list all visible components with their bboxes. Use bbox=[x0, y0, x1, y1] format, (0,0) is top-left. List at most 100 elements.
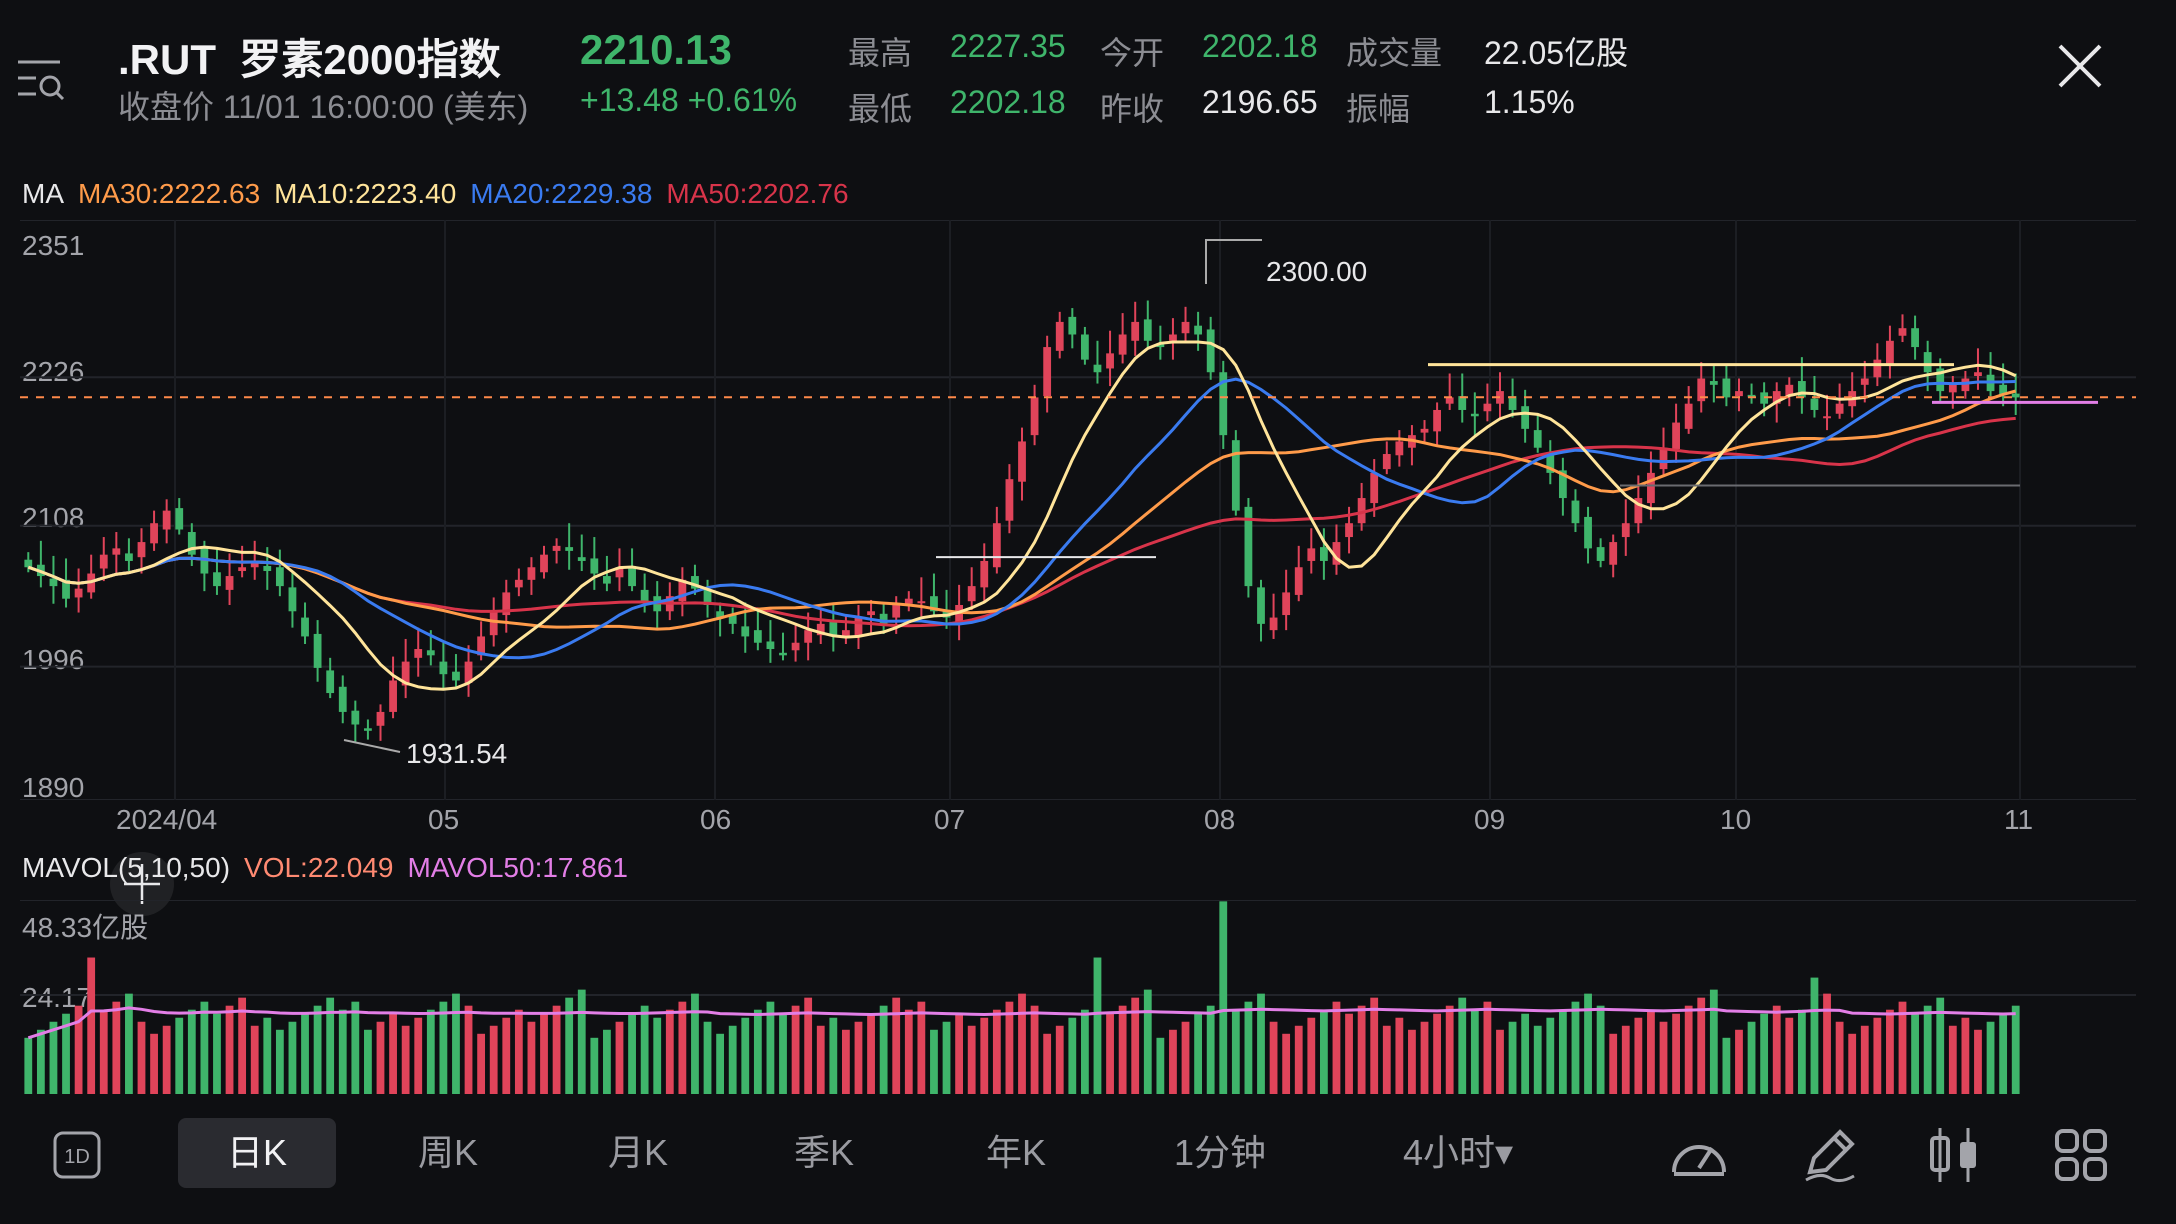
candle-body bbox=[338, 686, 347, 712]
tab-quarter-k[interactable]: 季K bbox=[793, 1132, 854, 1173]
volume-bar bbox=[250, 1025, 259, 1094]
candle-body bbox=[1005, 479, 1014, 521]
candle-body bbox=[125, 553, 133, 561]
candle-body bbox=[1609, 542, 1618, 565]
candle-body bbox=[263, 565, 272, 572]
candle-body bbox=[137, 542, 146, 558]
volume-bar bbox=[351, 1001, 360, 1094]
close-icon[interactable] bbox=[2056, 42, 2104, 90]
tab-year-k[interactable]: 年K bbox=[985, 1132, 1046, 1173]
volume-bar bbox=[665, 1009, 674, 1094]
volume-bar bbox=[1986, 1021, 1995, 1094]
volume-bar bbox=[1257, 993, 1265, 1094]
tab-week-k[interactable]: 周K bbox=[417, 1132, 478, 1173]
candle-body bbox=[716, 611, 725, 618]
volume-bar bbox=[49, 1021, 58, 1094]
drawing-overlays bbox=[20, 239, 2136, 753]
volume-bar bbox=[36, 1029, 45, 1094]
candle-icon[interactable] bbox=[1928, 1126, 1980, 1184]
grid-icon[interactable] bbox=[2054, 1128, 2108, 1182]
volume-bar bbox=[992, 1009, 1001, 1094]
candle-body bbox=[1458, 396, 1467, 410]
stat-low-value: 2202.18 bbox=[950, 84, 1066, 120]
candle-body bbox=[1018, 441, 1026, 482]
volume-bar bbox=[414, 1017, 423, 1094]
candle-body bbox=[1131, 321, 1140, 341]
tab-month-k[interactable]: 月K bbox=[607, 1132, 668, 1173]
volume-bar bbox=[577, 989, 586, 1094]
volume-bar bbox=[527, 1021, 536, 1094]
volume-bar bbox=[1810, 977, 1819, 1094]
volume-bar bbox=[1055, 1025, 1064, 1094]
volume-bar bbox=[1043, 1033, 1052, 1094]
candle-body bbox=[1873, 359, 1882, 378]
candle-body bbox=[1357, 498, 1366, 524]
candle-body bbox=[779, 652, 787, 656]
candle-body bbox=[577, 557, 586, 561]
volume-bar bbox=[376, 1021, 385, 1094]
candle-body bbox=[603, 576, 611, 584]
tab-1min[interactable]: 1分钟 bbox=[1173, 1132, 1267, 1173]
price-chart[interactable] bbox=[0, 220, 2176, 800]
ma10-line bbox=[27, 340, 2017, 691]
volume-bar bbox=[1307, 1017, 1316, 1094]
volume-bar bbox=[200, 1001, 209, 1094]
volume-bar bbox=[1093, 957, 1102, 1094]
pencil-icon[interactable] bbox=[1800, 1126, 1858, 1184]
candle-body bbox=[766, 641, 775, 650]
volume-bar bbox=[1898, 1001, 1907, 1094]
volume-bar bbox=[301, 1013, 309, 1094]
1d-icon[interactable]: 1D bbox=[52, 1130, 102, 1180]
volume-bar bbox=[1382, 1025, 1391, 1094]
x-tick-label: 11 bbox=[2004, 804, 2034, 835]
volume-bar bbox=[1458, 997, 1467, 1094]
candle-body bbox=[1709, 381, 1718, 385]
candle-body bbox=[1093, 364, 1102, 373]
change-value: +13.48 bbox=[580, 82, 679, 118]
volume-bar bbox=[1370, 997, 1379, 1094]
ma20-label: MA20:2229.38 bbox=[470, 178, 653, 209]
candle-body bbox=[452, 671, 460, 681]
candle-body bbox=[313, 633, 322, 668]
stat-high-value: 2227.35 bbox=[950, 28, 1066, 64]
volume-bar bbox=[603, 1029, 611, 1094]
candle-body bbox=[464, 661, 473, 683]
chart-grid bbox=[20, 220, 2136, 800]
candle-body bbox=[200, 548, 209, 574]
vol-max-label: 48.33亿股 bbox=[22, 912, 149, 943]
volume-bar bbox=[1219, 901, 1228, 1094]
low-marker: 1931.54 bbox=[406, 738, 508, 769]
symbol-title: .RUT 罗素2000指数 bbox=[118, 26, 501, 87]
volume-bar bbox=[1747, 1021, 1756, 1094]
ma-title: MA bbox=[22, 178, 64, 209]
volume-legend[interactable]: MAVOL(5,10,50) VOL:22.049 MAVOL50:17.861 bbox=[22, 852, 642, 884]
candle-body bbox=[640, 589, 649, 602]
mavol-title: MAVOL(5,10,50) bbox=[22, 852, 231, 883]
volume-chart[interactable] bbox=[0, 900, 2176, 1096]
mavol50-label: MAVOL50:17.861 bbox=[407, 852, 628, 883]
candle-body bbox=[414, 649, 423, 658]
high-marker-leader bbox=[1205, 239, 1262, 284]
candle-body bbox=[1244, 506, 1253, 587]
tab-4h-dropdown[interactable]: 4小时▾ bbox=[1402, 1132, 1514, 1173]
candle-body bbox=[917, 601, 926, 604]
tab-day-k[interactable]: 日K bbox=[178, 1118, 336, 1188]
candle-body bbox=[1747, 394, 1756, 398]
volume-bar bbox=[1923, 1005, 1932, 1094]
volume-bar bbox=[1143, 989, 1152, 1094]
speedometer-icon[interactable] bbox=[1668, 1128, 1730, 1182]
menu-search-icon[interactable] bbox=[16, 56, 66, 106]
candle-body bbox=[1055, 321, 1064, 351]
volume-bar bbox=[728, 1025, 737, 1094]
ma-legend[interactable]: MA MA30:2222.63 MA10:2223.40 MA20:2229.38 MA… bbox=[22, 178, 863, 210]
candle-body bbox=[565, 547, 574, 551]
candle-body bbox=[1483, 403, 1492, 412]
candle-body bbox=[527, 567, 536, 580]
volume-bar bbox=[1936, 997, 1945, 1094]
price-change: +13.48 +0.61% bbox=[580, 82, 797, 119]
volume-bar bbox=[1961, 1017, 1970, 1094]
volume-bar bbox=[2011, 1005, 2020, 1094]
candle-body bbox=[1797, 381, 1806, 398]
crosshair-icon[interactable] bbox=[110, 852, 174, 916]
volume-bar bbox=[1420, 1021, 1429, 1094]
